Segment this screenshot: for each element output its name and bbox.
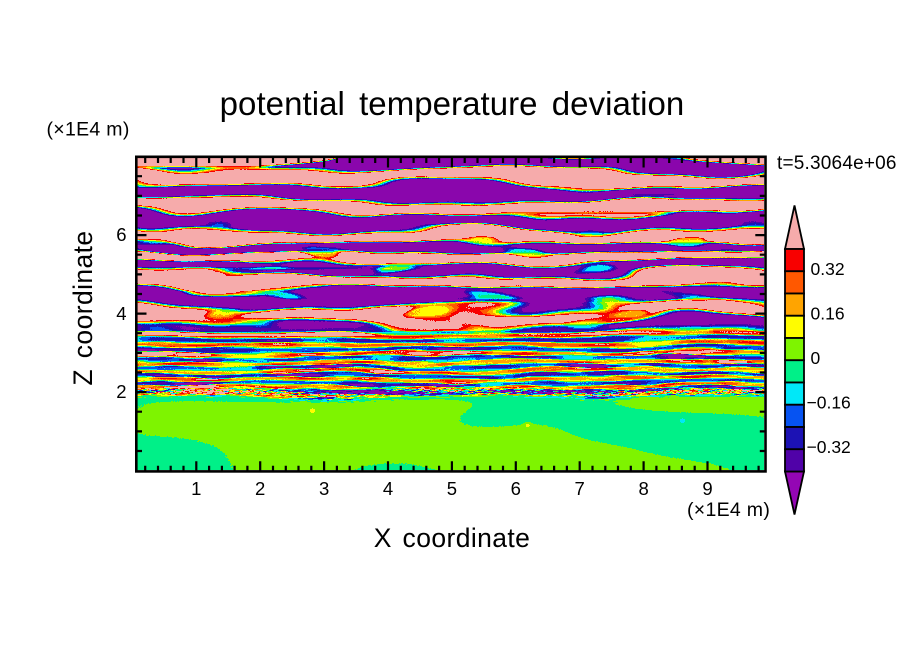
- svg-text:−0.16: −0.16: [807, 393, 851, 413]
- svg-text:6: 6: [511, 478, 521, 499]
- svg-text:t=5.3064e+06: t=5.3064e+06: [777, 153, 897, 174]
- svg-text:7: 7: [575, 478, 585, 499]
- svg-text:8: 8: [638, 478, 648, 499]
- svg-text:5: 5: [447, 478, 457, 499]
- svg-text:0.32: 0.32: [811, 259, 845, 279]
- svg-text:potential temperature deviatio: potential temperature deviation: [220, 85, 685, 122]
- svg-text:0: 0: [811, 348, 821, 368]
- svg-text:0.16: 0.16: [811, 304, 845, 324]
- svg-text:(×1E4 m): (×1E4 m): [47, 119, 130, 141]
- svg-text:2: 2: [116, 381, 126, 402]
- svg-text:−0.32: −0.32: [807, 437, 851, 457]
- svg-text:(×1E4 m): (×1E4 m): [687, 499, 770, 521]
- svg-text:1: 1: [191, 478, 201, 499]
- svg-text:2: 2: [255, 478, 265, 499]
- svg-text:6: 6: [116, 224, 126, 245]
- svg-text:4: 4: [383, 478, 393, 499]
- svg-text:4: 4: [116, 303, 126, 324]
- svg-text:X coordinate: X coordinate: [374, 523, 531, 553]
- svg-text:Z coordinate: Z coordinate: [68, 230, 98, 385]
- svg-text:3: 3: [319, 478, 329, 499]
- svg-text:9: 9: [702, 478, 712, 499]
